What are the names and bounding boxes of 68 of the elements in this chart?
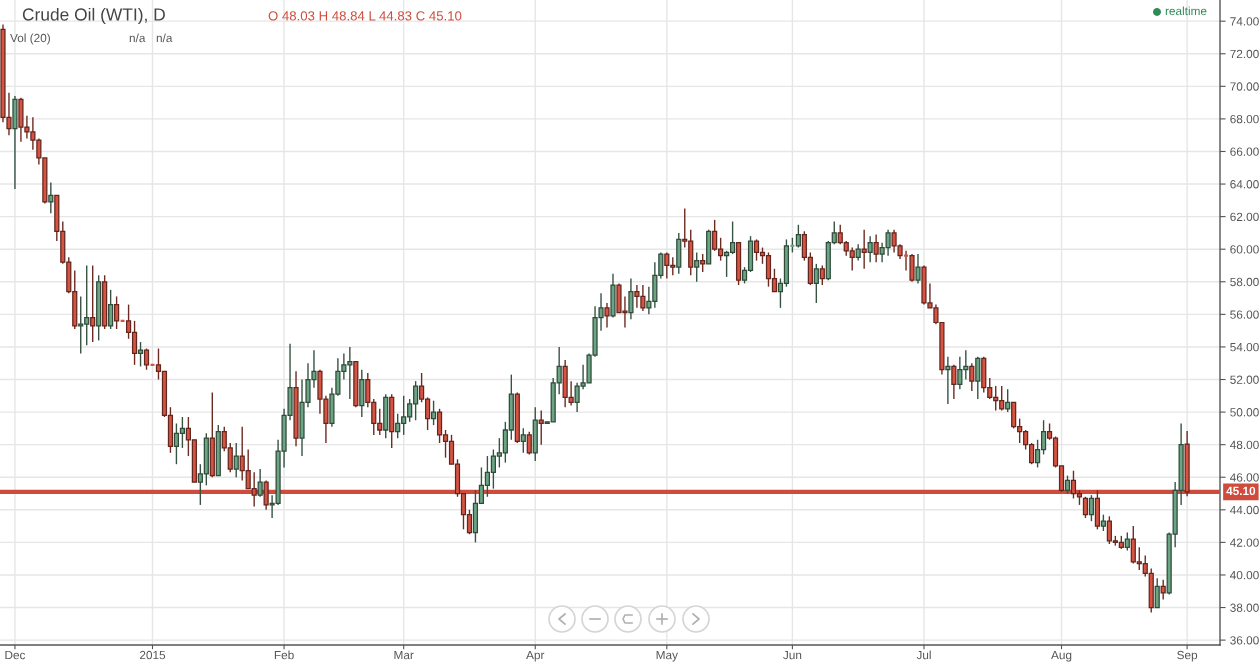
y-tick-label: 58.00 — [1230, 277, 1259, 287]
y-tick-label: 62.00 — [1230, 212, 1259, 222]
x-tick-label: Sep — [1177, 650, 1198, 662]
candlestick — [628, 277, 634, 320]
candlestick — [813, 263, 819, 304]
y-tick-label: 48.00 — [1229, 440, 1259, 450]
candlestick — [233, 442, 239, 478]
candlestick — [873, 233, 879, 263]
candlestick — [969, 362, 975, 392]
candlestick — [90, 264, 96, 343]
candlestick — [945, 356, 951, 405]
x-tick-label: May — [656, 650, 678, 662]
x-tick-label: Jun — [783, 650, 802, 660]
y-tick-label: 42.00 — [1229, 538, 1259, 547]
y-tick-label: 66.00 — [1230, 147, 1259, 156]
y-tick-label: 56.00 — [1230, 310, 1259, 319]
y-tick-label: 36.00 — [1230, 636, 1259, 645]
ref-line-label: 45.10 — [1226, 486, 1256, 496]
y-tick-label: 68.00 — [1230, 114, 1259, 124]
candlestick — [795, 224, 801, 249]
candlestick — [819, 264, 825, 286]
y-tick-label: 72.00 — [1230, 49, 1259, 59]
y-tick-label: 70.00 — [1230, 82, 1259, 91]
y-tick-label: 44.00 — [1229, 505, 1259, 515]
y-tick-label: 38.00 — [1230, 603, 1259, 612]
annotation: realtime — [1165, 6, 1207, 16]
candlestick — [143, 347, 150, 371]
candlestick — [137, 341, 144, 368]
candlestick — [538, 409, 544, 446]
y-tick-label: 74.00 — [1230, 17, 1259, 26]
candlestick — [1154, 577, 1160, 609]
annotation: O 48.03 H 48.84 L 44.83 C 45.10 — [268, 11, 462, 21]
x-tick-label: Feb — [274, 650, 294, 660]
candlestick — [867, 235, 873, 263]
candlestick — [114, 295, 120, 330]
x-tick-label: Aug — [1051, 650, 1072, 662]
y-tick-label: 52.00 — [1230, 375, 1259, 384]
candlestick — [430, 399, 437, 426]
candlestick — [915, 253, 921, 285]
candlestick — [108, 289, 114, 330]
candlestick — [951, 364, 957, 400]
candlestick — [520, 427, 526, 454]
candlestick — [526, 430, 532, 456]
y-tick-label: 64.00 — [1230, 180, 1259, 189]
y-tick-label: 40.00 — [1229, 571, 1259, 580]
candlestick — [861, 228, 867, 270]
candlestick — [257, 468, 263, 498]
chart-title: Crude Oil (WTI), D — [22, 7, 165, 25]
annotation: Vol (20) — [10, 33, 50, 45]
x-tick-label: Mar — [394, 650, 414, 660]
candlestick — [1160, 579, 1166, 601]
candlestick — [48, 181, 54, 215]
candlestick — [975, 356, 981, 400]
y-tick-label: 46.00 — [1229, 473, 1259, 482]
candlestick — [1005, 388, 1011, 413]
candlestick — [694, 251, 700, 283]
candlestick — [604, 302, 610, 329]
x-tick-label: Jul — [916, 650, 931, 660]
candlestick — [1082, 496, 1089, 519]
x-tick-label: 2015 — [139, 650, 166, 660]
x-tick-label: Dec — [5, 650, 26, 660]
candlestick — [1088, 494, 1095, 522]
y-tick-label: 60.00 — [1230, 245, 1259, 254]
y-tick-label: 50.00 — [1230, 408, 1259, 417]
annotation: n/a — [129, 33, 146, 43]
y-tick-label: 54.00 — [1230, 342, 1259, 352]
x-tick-label: Apr — [526, 650, 545, 662]
annotation: n/a — [156, 33, 173, 43]
